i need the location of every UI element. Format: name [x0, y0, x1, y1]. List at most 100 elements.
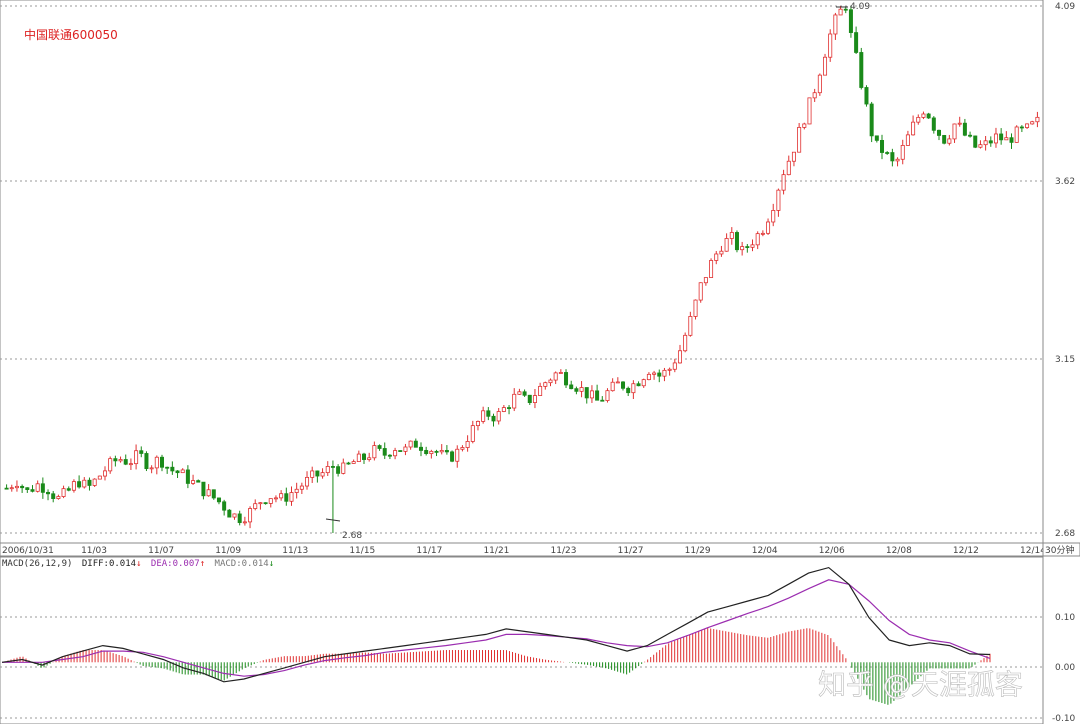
candle-body: [890, 152, 895, 162]
candle-body: [978, 144, 983, 148]
date-tick-label: 2006/10/31: [2, 546, 54, 556]
candle-body: [310, 470, 315, 478]
candle-body: [548, 379, 553, 384]
candle-body: [905, 134, 910, 146]
candle-body: [25, 487, 30, 491]
candle-body: [470, 425, 475, 442]
low-annotation: 2.68: [342, 531, 362, 541]
candle-body: [294, 488, 299, 493]
candle-body: [926, 113, 931, 119]
candle-body: [626, 387, 631, 394]
candle-body: [134, 450, 139, 465]
candle-body: [652, 372, 657, 375]
candle-body: [149, 467, 154, 470]
candle-body: [740, 246, 745, 251]
candle-body: [336, 466, 341, 474]
date-tick-label: 11/03: [81, 546, 107, 556]
macd-dea: DEA:0.007: [151, 559, 200, 569]
candle-body: [807, 97, 812, 125]
macd-macd-arrow: ↓: [269, 559, 274, 569]
candle-body: [196, 480, 201, 483]
candle-body: [330, 466, 335, 468]
candle-body: [812, 92, 817, 99]
macd-tick-2: 0.00: [1055, 663, 1075, 673]
candle-body: [216, 497, 221, 503]
candle-body: [1004, 137, 1009, 141]
candle-body: [315, 470, 320, 477]
candle-body: [527, 394, 532, 404]
candle-body: [434, 450, 439, 453]
watermark: 知乎 @天涯孤客: [818, 668, 1023, 701]
candle-body: [92, 478, 97, 486]
candle-body: [144, 453, 149, 470]
period-box[interactable]: [1042, 542, 1080, 557]
candle-body: [356, 453, 361, 463]
macd-diff: DIFF:0.014: [82, 559, 136, 569]
candle-body: [377, 445, 382, 449]
candle-body: [657, 372, 662, 377]
candle-body: [507, 407, 512, 409]
candle-body: [170, 466, 175, 472]
candle-body: [159, 456, 164, 468]
candle-body: [71, 481, 76, 491]
candle-body: [1014, 126, 1019, 143]
date-tick-label: 12/04: [752, 546, 778, 556]
candle-body: [776, 189, 781, 211]
candle-body: [367, 457, 372, 460]
candle-body: [869, 103, 874, 137]
candle-body: [683, 334, 688, 352]
date-tick-label: 12/14: [1020, 546, 1046, 556]
date-tick-label: 11/21: [483, 546, 509, 556]
candle-body: [569, 384, 574, 390]
candle-body: [631, 383, 636, 394]
candle-body: [641, 379, 646, 387]
candle-body: [227, 509, 232, 518]
candle-body: [97, 475, 102, 480]
candle-body: [952, 123, 957, 140]
candle-body: [605, 390, 610, 401]
candle-body: [418, 446, 423, 451]
candle-body: [206, 489, 211, 497]
candle-body: [823, 56, 828, 76]
price-tick-2: 3.62: [1055, 177, 1075, 187]
candle-body: [20, 485, 25, 489]
period-label[interactable]: 30分钟: [1045, 544, 1074, 556]
candle-body: [621, 381, 626, 389]
price-tick-4: 2.68: [1055, 529, 1075, 539]
macd-macd: MACD:0.014: [215, 559, 269, 569]
candle-body: [1019, 126, 1024, 129]
candle-body: [108, 458, 113, 472]
candle-body: [880, 139, 885, 153]
candle-body: [242, 521, 247, 524]
candle-body: [289, 492, 294, 502]
candle-body: [387, 454, 392, 457]
candle-body: [237, 513, 242, 523]
macd-dea-arrow: ↑: [200, 559, 205, 569]
date-tick-label: 11/09: [215, 546, 241, 556]
candle-body: [595, 390, 600, 401]
candle-body: [325, 466, 330, 474]
candle-body: [874, 135, 879, 141]
candle-body: [854, 32, 859, 53]
candle-body: [543, 382, 548, 387]
candle-body: [564, 372, 569, 386]
candle-body: [139, 450, 144, 454]
candle-body: [947, 138, 952, 144]
candle-body: [4, 487, 9, 490]
macd-panel: [0, 556, 1044, 724]
candle-body: [714, 253, 719, 261]
candle-body: [496, 411, 501, 422]
candle-body: [191, 480, 196, 484]
macd-tick-3: -0.10: [1052, 714, 1076, 724]
candle-body: [40, 483, 45, 493]
candle-body: [532, 395, 537, 404]
candle-body: [579, 387, 584, 392]
candle-body: [1025, 123, 1030, 128]
candle-body: [299, 485, 304, 490]
price-panel: [0, 0, 1044, 544]
low-marker-line: [325, 518, 341, 522]
date-tick-label: 12/12: [953, 546, 979, 556]
candle-body: [351, 461, 356, 464]
candle-body: [786, 160, 791, 176]
